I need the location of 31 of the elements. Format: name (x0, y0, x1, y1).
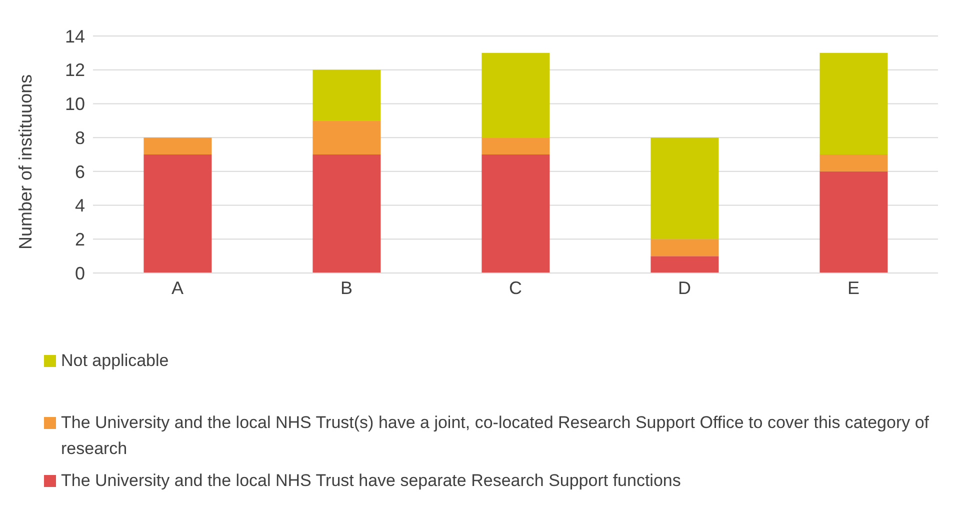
bar (312, 120, 381, 154)
bar (650, 256, 719, 273)
y-tick-label: 14 (64, 26, 85, 46)
bar (650, 138, 719, 240)
y-tick-label: 10 (64, 94, 85, 114)
bar (820, 171, 888, 273)
bar (312, 70, 381, 121)
bar (482, 154, 550, 273)
y-tick-label: 2 (74, 230, 85, 250)
bar (650, 239, 719, 256)
x-tick-label: E (847, 278, 860, 298)
y-tick-label: 0 (74, 263, 85, 284)
bar (482, 138, 550, 154)
y-axis-title: Number of instituuons (15, 74, 36, 250)
x-tick-label: B (340, 278, 353, 298)
legend-label: The University and the local NHS Trust have separate Research Support functions (61, 470, 681, 492)
bar (820, 154, 888, 172)
y-tick-label: 6 (74, 162, 85, 182)
bar (820, 52, 888, 154)
y-tick-label: 4 (74, 196, 85, 216)
legend-label: Not applicable (61, 350, 169, 372)
x-tick-label: D (678, 278, 691, 298)
bar (144, 138, 212, 154)
y-tick-label: 12 (64, 60, 85, 80)
bar (312, 154, 381, 273)
y-tick-label: 8 (74, 128, 85, 148)
x-tick-label: A (171, 278, 184, 298)
bar (482, 52, 550, 138)
x-tick-label: C (509, 278, 522, 298)
legend-label: The University and the local NHS Trust(s) have a joint, co-located Research Support Office to cover this category of research (61, 412, 930, 460)
bar (144, 154, 212, 273)
